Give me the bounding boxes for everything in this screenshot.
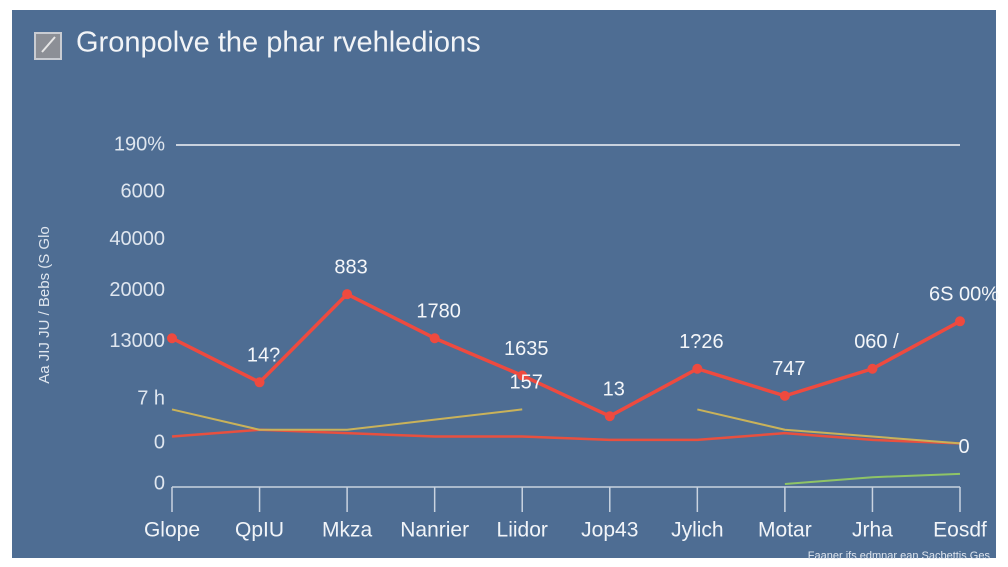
value-label: 0 — [958, 436, 969, 458]
y-tick-label: 13000 — [109, 330, 165, 352]
x-tick-label: QpIU — [235, 519, 284, 542]
value-label: 1780 — [416, 301, 461, 323]
value-label: 747 — [772, 358, 805, 380]
x-tick-label: Liidor — [497, 519, 548, 542]
value-label: 14? — [247, 345, 280, 367]
x-tick-label: Jylich — [671, 519, 724, 542]
value-label: 157 — [510, 372, 543, 394]
y-tick-label: 40000 — [109, 228, 165, 250]
point — [867, 363, 878, 374]
value-label: 1635 — [504, 338, 549, 360]
series-line — [171, 408, 961, 445]
y-tick-label: 0 — [154, 472, 165, 494]
point — [254, 377, 265, 388]
x-tick-label: Eosdf — [933, 519, 987, 542]
value-label: 13 — [603, 378, 625, 400]
point — [692, 363, 703, 374]
footer-note: Faaner ifs edmnar ean Sacbettis Ges — [808, 550, 991, 562]
x-tick-label: Glope — [144, 519, 200, 542]
point — [429, 333, 440, 344]
value-label: 060 / — [854, 331, 899, 353]
point — [517, 370, 528, 381]
chart-title: Gronpolve the phar rvehledions — [76, 27, 481, 59]
title-icon-stroke — [41, 36, 56, 53]
x-tick-label: Mkza — [322, 519, 372, 542]
point — [955, 316, 965, 327]
x-tick-label: Jop43 — [581, 519, 638, 542]
value-label: 1?26 — [679, 331, 724, 353]
point — [604, 411, 615, 422]
y-tick-label: 190% — [114, 133, 165, 155]
y-tick-label: 6000 — [121, 181, 166, 203]
value-label: 6S 00% — [929, 284, 999, 306]
value-label: 883 — [334, 256, 367, 278]
point — [779, 390, 790, 401]
series-line — [171, 428, 961, 445]
chart-background — [12, 10, 996, 558]
series-line — [784, 472, 961, 485]
y-tick-label: 20000 — [109, 279, 165, 301]
series-line — [171, 292, 961, 418]
y-tick-label: 0 — [154, 432, 165, 454]
x-tick-label: Jrha — [852, 519, 893, 542]
point — [342, 289, 353, 300]
y-axis-label: Aa JIJ JU / Bebs (S Glo — [36, 226, 53, 384]
x-tick-label: Nanrier — [400, 519, 469, 542]
y-tick-label: 7 h — [137, 388, 165, 410]
point — [167, 333, 177, 344]
x-tick-label: Motar — [758, 519, 812, 542]
